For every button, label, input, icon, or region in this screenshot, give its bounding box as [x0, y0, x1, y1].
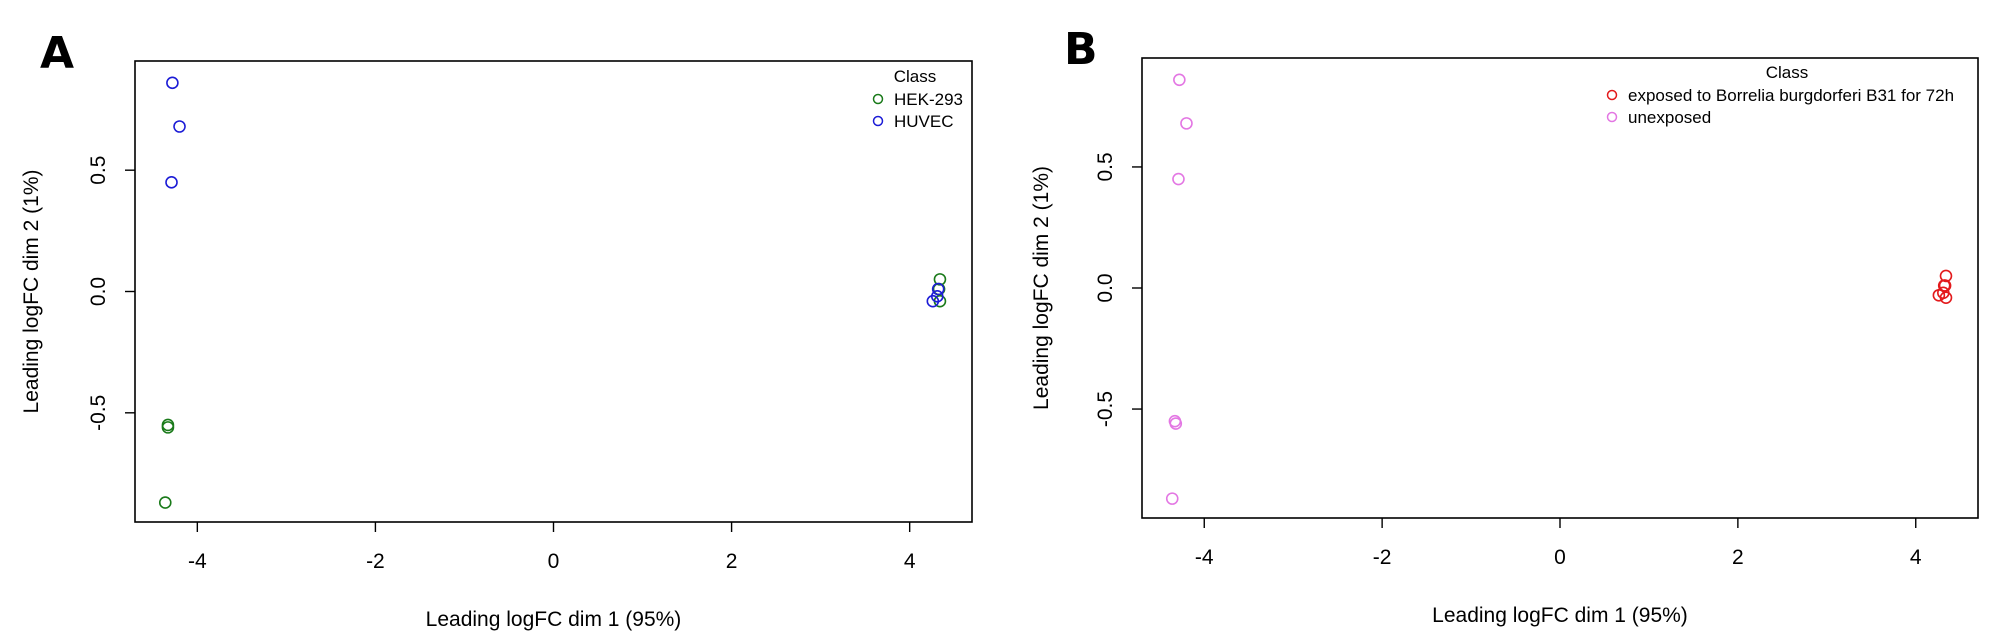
legend-marker — [1606, 111, 1618, 123]
y-tick-label: 0.5 — [87, 156, 110, 185]
y-tick-label: -0.5 — [87, 395, 110, 431]
legend-title: Class — [1766, 63, 1809, 82]
chart-panel-b: B -4 -2 0 2 4 -0.5 0.0 0.5 Leading logFC dim 1 (9… — [1030, 24, 1979, 627]
x-tick-label: 4 — [904, 550, 916, 573]
data-point-huvec — [166, 76, 179, 90]
legend-marker — [872, 115, 884, 127]
y-tick-label: 0.0 — [87, 277, 110, 306]
legend-entry: unexposed — [1628, 108, 1711, 127]
x-tick-label: -4 — [188, 550, 207, 573]
legend-entry: exposed to Borrelia burgdorferi B31 for … — [1628, 86, 1954, 105]
legend-title: Class — [894, 67, 937, 86]
y-axis-label: Leading logFC dim 2 (1%) — [1030, 166, 1053, 410]
legend-entry: HEK-293 — [894, 90, 963, 109]
x-tick-label: 4 — [1910, 546, 1922, 569]
panel-letter: B — [1064, 24, 1098, 75]
data-point-unexposed — [1172, 172, 1185, 186]
x-tick-label: -2 — [366, 550, 385, 573]
data-point-huvec — [173, 120, 186, 133]
data-point-unexposed — [1169, 417, 1183, 430]
x-tick-label: 2 — [726, 550, 738, 573]
data-point-exposed-to-borrelia-burgdorferi-b31-for-72h — [1939, 269, 1953, 283]
legend-entry: HUVEC — [894, 112, 954, 131]
data-point-unexposed — [1180, 117, 1193, 130]
plot-frame — [134, 60, 973, 523]
data-point-hek-293 — [158, 496, 172, 509]
x-tick-label: -2 — [1373, 546, 1392, 569]
data-point-hek-293 — [161, 421, 175, 434]
x-axis-label: Leading logFC dim 1 (95%) — [1432, 604, 1688, 627]
y-tick-label: -0.5 — [1094, 391, 1117, 427]
legend-marker — [872, 93, 884, 105]
x-tick-label: 0 — [1554, 546, 1566, 569]
y-tick-label: 0.5 — [1094, 152, 1117, 181]
data-point-unexposed — [1173, 73, 1186, 87]
legend-marker — [1606, 89, 1618, 101]
y-axis-label: Leading logFC dim 2 (1%) — [20, 170, 43, 414]
x-axis-label: Leading logFC dim 1 (95%) — [426, 608, 682, 631]
x-tick-label: -4 — [1195, 546, 1214, 569]
y-tick-label: 0.0 — [1094, 273, 1117, 302]
panel-letter: A — [40, 28, 74, 79]
data-point-unexposed — [1165, 492, 1179, 505]
data-point-huvec — [930, 290, 944, 303]
x-tick-label: 0 — [548, 550, 560, 573]
data-point-exposed-to-borrelia-burgdorferi-b31-for-72h — [1937, 279, 1951, 292]
data-point-hek-293 — [933, 273, 947, 286]
plot-frame — [1141, 57, 1979, 519]
data-point-exposed-to-borrelia-burgdorferi-b31-for-72h — [1937, 286, 1950, 300]
data-point-huvec — [165, 176, 178, 189]
x-tick-label: 2 — [1732, 546, 1744, 569]
chart-panel-a: A -4 -2 0 2 4 -0.5 0.0 0.5 Leading logFC dim 1 (9… — [20, 28, 973, 631]
data-point-huvec — [931, 282, 945, 296]
